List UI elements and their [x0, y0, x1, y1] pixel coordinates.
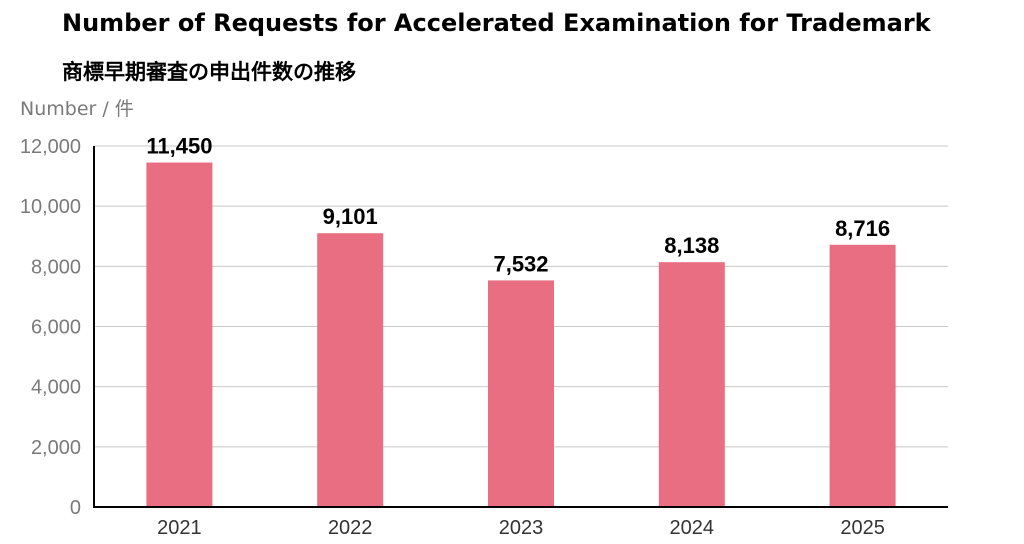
data-label: 7,532 — [493, 251, 548, 276]
x-tick-label: 2022 — [328, 517, 373, 539]
data-label: 9,101 — [323, 204, 378, 229]
data-label: 11,450 — [146, 134, 212, 159]
bar — [317, 233, 384, 507]
x-tick-label: 2023 — [499, 517, 544, 539]
data-label: 8,716 — [835, 216, 890, 241]
x-tick-label: 2025 — [840, 517, 885, 539]
x-tick-label: 2021 — [157, 517, 202, 539]
chart-subtitle: 商標早期審査の申出件数の推移 — [62, 60, 356, 84]
y-tick-label: 4,000 — [31, 377, 81, 399]
chart-title: Number of Requests for Accelerated Exami… — [62, 9, 931, 37]
data-label: 8,138 — [664, 233, 719, 258]
y-tick-label: 6,000 — [31, 317, 81, 339]
bar — [146, 162, 213, 507]
value-labels: 11,450 9,101 7,532 8,138 8,716 — [146, 134, 890, 277]
y-tick-label: 12,000 — [20, 136, 81, 158]
y-tick-label: 8,000 — [31, 256, 81, 278]
bar — [658, 262, 725, 507]
x-tick-label: 2024 — [670, 517, 715, 539]
y-axis-label: Number / 件 — [20, 98, 134, 120]
bars — [146, 162, 896, 507]
bar — [488, 280, 554, 507]
y-tick-label: 10,000 — [20, 196, 81, 218]
axes: 0 2,000 4,000 6,000 8,000 10,000 12,000 2021 202… — [20, 136, 948, 539]
y-tick-label: 2,000 — [31, 437, 81, 459]
y-tick-label: 0 — [70, 497, 81, 519]
bar — [829, 244, 896, 507]
